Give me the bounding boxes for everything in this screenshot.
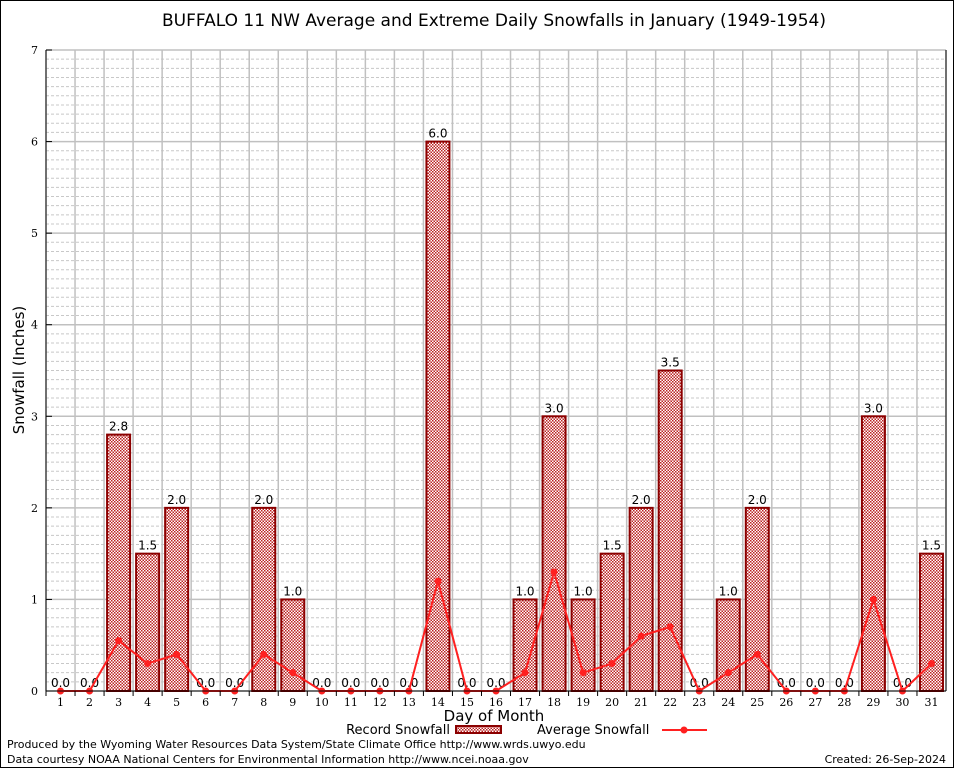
bar-record-day-3 <box>106 433 132 692</box>
average-point-day-25 <box>753 650 761 658</box>
bar-record-day-4 <box>135 552 161 693</box>
average-point-day-8 <box>260 650 268 658</box>
average-point-day-4 <box>144 660 152 668</box>
bar-label-day-28: 0.0 <box>835 676 854 690</box>
bar-label-day-16: 0.0 <box>486 676 505 690</box>
x-tick-label: 18 <box>547 696 561 709</box>
y-tick-label: 3 <box>31 410 38 423</box>
x-tick-label: 23 <box>692 696 706 709</box>
bar-label-day-21: 2.0 <box>632 493 651 507</box>
footer-created: Created: 26-Sep-2024 <box>825 753 946 766</box>
x-tick-label: 9 <box>289 696 296 709</box>
x-tick-label: 7 <box>231 696 238 709</box>
bar-label-day-1: 0.0 <box>51 676 70 690</box>
bar-label-day-29: 3.0 <box>864 401 883 415</box>
bar-label-day-8: 2.0 <box>254 493 273 507</box>
legend: Record Snowfall Average Snowfall <box>346 723 707 738</box>
average-point-day-14 <box>434 577 442 585</box>
bar-record-day-20 <box>599 552 625 693</box>
bar-label-day-5: 2.0 <box>167 493 186 507</box>
footer-courtesy: Data courtesy NOAA National Centers for … <box>7 753 529 766</box>
x-tick-label: 17 <box>518 696 532 709</box>
y-tick-label: 5 <box>31 227 38 240</box>
bar-label-day-14: 6.0 <box>428 127 447 141</box>
bar-label-day-22: 3.5 <box>661 356 680 370</box>
x-tick-label: 28 <box>837 696 851 709</box>
x-tick-label: 22 <box>663 696 677 709</box>
average-point-day-18 <box>550 568 558 576</box>
legend-average-marker <box>680 726 688 734</box>
x-tick-label: 2 <box>86 696 93 709</box>
x-axis-label: Day of Month <box>444 707 545 725</box>
x-tick-label: 4 <box>144 696 151 709</box>
bar-label-day-18: 3.0 <box>545 401 564 415</box>
average-point-day-21 <box>637 632 645 640</box>
x-tick-label: 6 <box>202 696 209 709</box>
y-tick-label: 6 <box>31 136 38 149</box>
x-tick-label: 5 <box>173 696 180 709</box>
x-tick-label: 13 <box>402 696 416 709</box>
bar-label-day-31: 1.5 <box>922 539 941 553</box>
bar-label-day-10: 0.0 <box>312 676 331 690</box>
x-tick-label: 26 <box>779 696 793 709</box>
bar-label-day-15: 0.0 <box>457 676 476 690</box>
y-tick-label: 7 <box>31 44 38 57</box>
y-tick-label: 4 <box>31 319 38 332</box>
y-tick-label: 2 <box>31 502 38 515</box>
x-tick-label: 1 <box>57 696 64 709</box>
average-point-day-24 <box>724 669 732 677</box>
average-point-day-22 <box>666 623 674 631</box>
x-tick-label: 12 <box>373 696 387 709</box>
footer-produced: Produced by the Wyoming Water Resources … <box>7 738 586 751</box>
x-tick-label: 27 <box>808 696 822 709</box>
average-point-day-29 <box>869 595 877 603</box>
average-point-day-31 <box>927 660 935 668</box>
average-point-day-19 <box>579 669 587 677</box>
legend-record-swatch <box>455 725 502 734</box>
y-axis-label: Snowfall (Inches) <box>10 306 28 434</box>
bar-label-day-3: 2.8 <box>109 420 128 434</box>
bar-label-day-19: 1.0 <box>574 584 593 598</box>
bar-label-day-25: 2.0 <box>748 493 767 507</box>
x-tick-label: 10 <box>315 696 329 709</box>
bar-label-day-17: 1.0 <box>515 584 534 598</box>
average-point-day-9 <box>289 669 297 677</box>
x-tick-label: 14 <box>431 696 445 709</box>
bar-record-day-18 <box>541 415 567 692</box>
x-tick-label: 19 <box>576 696 590 709</box>
bar-label-day-27: 0.0 <box>806 676 825 690</box>
average-point-day-5 <box>173 650 181 658</box>
average-point-day-20 <box>608 660 616 668</box>
x-tick-label: 30 <box>895 696 909 709</box>
average-point-day-3 <box>115 637 123 645</box>
bar-label-day-9: 1.0 <box>283 584 302 598</box>
bar-record-day-21 <box>628 506 654 692</box>
legend-average-label: Average Snowfall <box>537 723 649 738</box>
x-tick-label: 25 <box>750 696 764 709</box>
bar-record-day-29 <box>860 415 886 692</box>
x-tick-label: 16 <box>489 696 503 709</box>
x-tick-label: 8 <box>260 696 267 709</box>
chart-title: BUFFALO 11 NW Average and Extreme Daily … <box>162 11 826 31</box>
legend-record-label: Record Snowfall <box>346 723 450 738</box>
x-tick-label: 15 <box>460 696 474 709</box>
bar-label-day-20: 1.5 <box>603 539 622 553</box>
bar-label-day-13: 0.0 <box>399 676 418 690</box>
x-tick-label: 21 <box>634 696 648 709</box>
bar-label-day-24: 1.0 <box>719 584 738 598</box>
y-tick-label: 1 <box>31 593 38 606</box>
bar-label-day-12: 0.0 <box>370 676 389 690</box>
bar-label-day-2: 0.0 <box>80 676 99 690</box>
x-tick-label: 29 <box>866 696 880 709</box>
bar-label-day-4: 1.5 <box>138 539 157 553</box>
x-tick-label: 20 <box>605 696 619 709</box>
x-tick-label: 31 <box>924 696 938 709</box>
average-point-day-17 <box>521 669 529 677</box>
bar-label-day-11: 0.0 <box>341 676 360 690</box>
x-tick-label: 11 <box>344 696 358 709</box>
x-tick-label: 24 <box>721 696 735 709</box>
x-tick-label: 3 <box>115 696 122 709</box>
y-tick-label: 0 <box>31 685 38 698</box>
